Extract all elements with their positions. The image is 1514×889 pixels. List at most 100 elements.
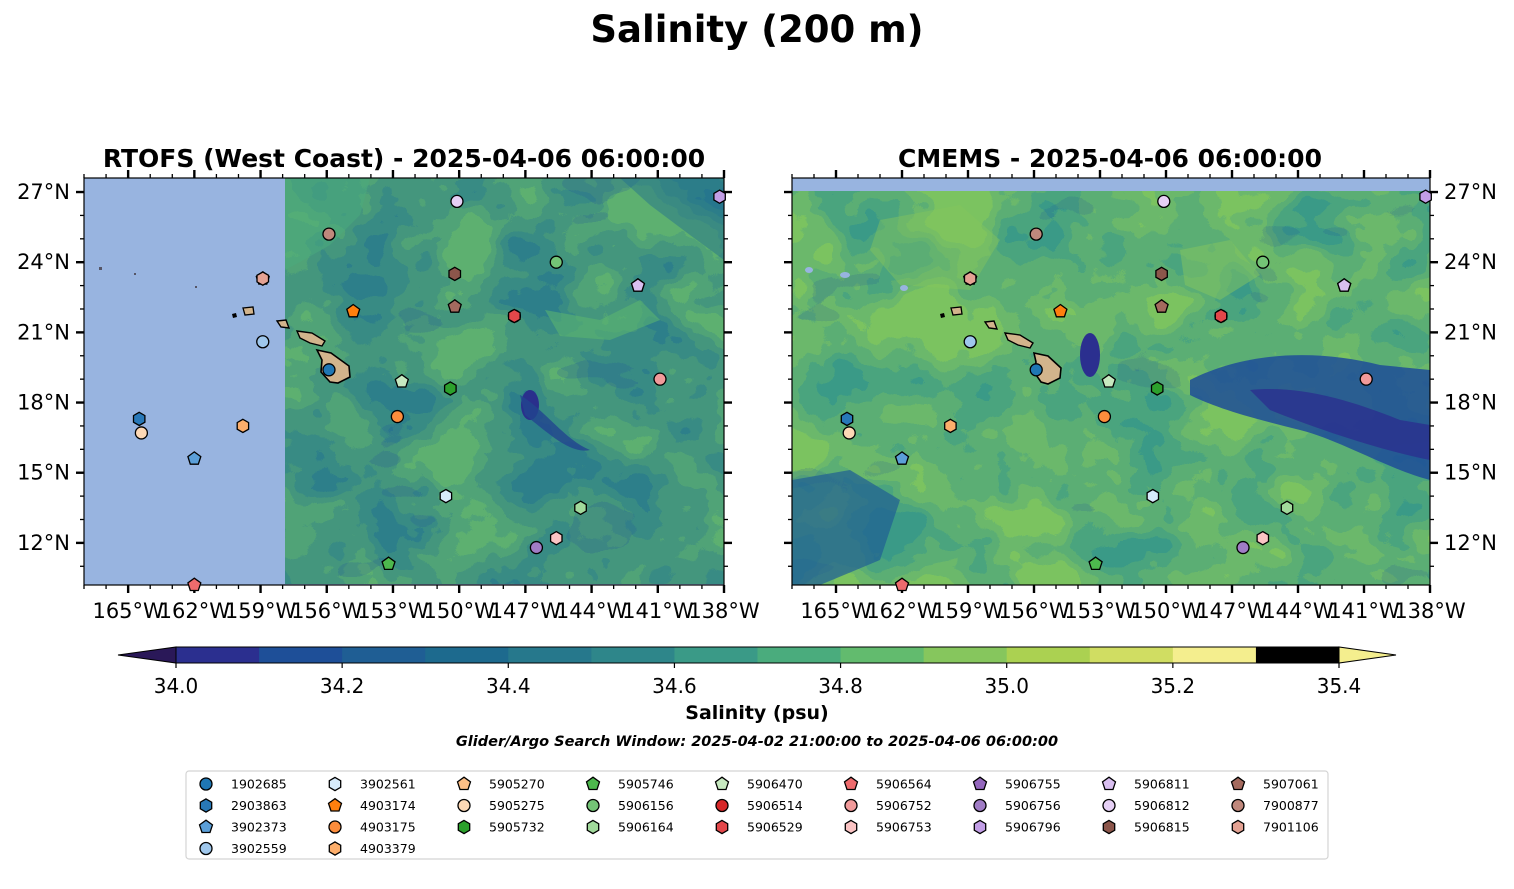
colorbar-tick-label: 34.0 (154, 674, 199, 698)
legend-item-5905746: 5905746 (585, 776, 674, 792)
colorbar-segment (840, 647, 925, 663)
float-marker-5906753 (549, 530, 563, 546)
legend-item-5906815: 5906815 (1102, 819, 1190, 835)
legend-item-5906470: 5906470 (714, 776, 803, 792)
legend-item-5906811: 5906811 (1101, 776, 1190, 792)
legend-label: 2903863 (231, 798, 287, 813)
float-marker-5906811 (630, 277, 646, 292)
legend-label: 5906796 (1005, 820, 1061, 835)
legend-label: 3902561 (360, 777, 416, 792)
legend-marker-5906564 (843, 776, 859, 791)
float-marker-5906815 (1155, 266, 1168, 282)
colorbar-segment (1255, 647, 1340, 663)
float-marker-3902561 (1146, 488, 1160, 504)
legend-marker-3902559 (199, 841, 213, 856)
legend-label: 5905732 (489, 820, 545, 835)
colorbar-extend-low (117, 646, 177, 664)
y-tick-label: 15°N (1444, 461, 1497, 485)
x-tick-label: 153°W (1064, 599, 1136, 623)
float-marker-5907061 (1154, 298, 1169, 313)
colorbar-tick-label: 35.2 (1151, 674, 1196, 698)
float-marker-5906470 (1101, 373, 1117, 388)
legend-label: 5907061 (1263, 777, 1319, 792)
legend-item-5905732: 5905732 (457, 820, 545, 835)
legend-label: 4903175 (360, 820, 416, 835)
x-tick-label: 147°W (1196, 599, 1268, 623)
legend-item-5906529: 5906529 (715, 820, 803, 835)
float-marker-2903863 (840, 411, 854, 427)
float-marker-5906753 (1256, 530, 1270, 546)
panel-rtofs-title: RTOFS (West Coast) - 2025-04-06 06:00:00 (103, 144, 705, 173)
panel-cmems-salinity-field (792, 191, 1430, 585)
colorbar-segment (176, 647, 260, 663)
float-marker-4903175 (390, 409, 405, 424)
colorbar-frame (175, 646, 1340, 664)
x-tick-label: 159°W (932, 599, 1004, 623)
panel-cmems-axes: 165°W162°W159°W156°W153°W150°W147°W144°W… (784, 170, 1497, 623)
legend-item-4903175: 4903175 (328, 820, 416, 835)
colorbar-tick-label: 34.6 (652, 674, 697, 698)
x-tick-label: 138°W (1394, 599, 1466, 623)
float-marker-5906156 (549, 255, 563, 269)
legend-item-5906752: 5906752 (844, 798, 932, 813)
colorbar-extend-high (1338, 646, 1397, 664)
legend-item-2903863: 2903863 (199, 798, 287, 813)
float-marker-5906156 (1256, 255, 1270, 269)
float-marker-5906529 (1214, 308, 1228, 324)
legend-label: 7901106 (1263, 820, 1319, 835)
colorbar-tick-label: 34.8 (818, 674, 863, 698)
legend-label: 5906755 (1005, 777, 1061, 792)
legend-item-7900877: 7900877 (1231, 798, 1319, 813)
island-kauai (242, 306, 255, 316)
colorbar-segment (1089, 647, 1174, 663)
legend-label: 5906812 (1134, 798, 1190, 813)
y-tick-label: 12°N (1444, 531, 1497, 555)
legend-item-5906756: 5906756 (973, 798, 1061, 813)
float-marker-2903863 (132, 411, 146, 427)
legend-label: 5906756 (1005, 798, 1061, 813)
legend-item-5906753: 5906753 (844, 820, 932, 835)
legend-marker-5906470 (714, 776, 730, 791)
panel-cmems-islands (805, 267, 1062, 385)
float-marker-7900877 (1029, 227, 1043, 241)
colorbar-segment (923, 647, 1008, 663)
legend-item-5906755: 5906755 (972, 776, 1061, 792)
y-tick-label: 24°N (1444, 250, 1497, 274)
float-marker-5906815 (448, 266, 462, 282)
colorbar-segment (757, 647, 842, 663)
legend-marker-5905746 (585, 776, 601, 791)
panel-cmems-eddy (1080, 333, 1100, 377)
x-tick-label: 144°W (1262, 599, 1334, 623)
panel-cmems-frame (791, 177, 1431, 586)
x-tick-label: 156°W (291, 599, 363, 623)
legend-marker-5906514 (715, 798, 729, 813)
float-marker-7900877 (322, 227, 336, 241)
y-tick-label: 18°N (1444, 391, 1497, 415)
legend-marker-5906756 (973, 798, 987, 813)
colorbar-tick-label: 34.4 (486, 674, 531, 698)
legend-marker-5906812 (1102, 798, 1116, 813)
x-tick-label: 138°W (688, 599, 760, 623)
y-tick-label: 15°N (17, 461, 70, 485)
legend-marker-5906796 (973, 819, 987, 835)
panel-rtofs: RTOFS (West Coast) - 2025-04-06 06:00:00… (17, 144, 760, 623)
legend-marker-4903379 (328, 841, 342, 856)
legend-label: 5905275 (489, 798, 545, 813)
panel-cmems-title: CMEMS - 2025-04-06 06:00:00 (898, 144, 1322, 173)
island-maui-group (295, 330, 326, 347)
float-marker-5906164 (1280, 500, 1294, 516)
y-tick-label: 18°N (17, 391, 70, 415)
legend-marker-3902561 (328, 776, 342, 792)
legend-label: 3902373 (231, 820, 287, 835)
island-oahu (275, 319, 291, 329)
legend-item-5906564: 5906564 (843, 776, 932, 792)
legend-label: 5906815 (1134, 820, 1190, 835)
legend-marker-5906815 (1102, 819, 1116, 835)
legend-label: 5905746 (618, 777, 674, 792)
colorbar-segment (1006, 647, 1091, 663)
x-tick-label: 144°W (556, 599, 628, 623)
search-window-caption: Glider/Argo Search Window: 2025-04-02 21… (456, 734, 1058, 750)
panel-rtofs-axes: 165°W162°W159°W156°W153°W150°W147°W144°W… (17, 170, 760, 623)
legend-item-5907061: 5907061 (1230, 776, 1319, 792)
x-tick-label: 141°W (1328, 599, 1400, 623)
